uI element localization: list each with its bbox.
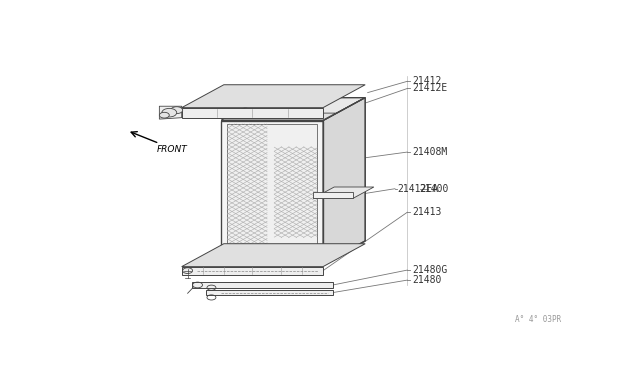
Text: 21412E: 21412E (412, 83, 447, 93)
Circle shape (159, 112, 169, 118)
Polygon shape (159, 106, 182, 119)
Polygon shape (227, 124, 317, 260)
Text: 21412EA: 21412EA (397, 184, 438, 194)
Text: A° 4° 03PR: A° 4° 03PR (515, 315, 561, 324)
Circle shape (171, 107, 182, 113)
Text: 21413: 21413 (412, 207, 442, 217)
Polygon shape (221, 97, 365, 121)
Circle shape (162, 108, 177, 117)
Polygon shape (191, 282, 333, 288)
Text: 21480G: 21480G (412, 265, 447, 275)
Text: FRONT: FRONT (157, 145, 188, 154)
Polygon shape (182, 244, 365, 267)
Polygon shape (313, 187, 374, 198)
Polygon shape (323, 97, 365, 264)
Polygon shape (182, 267, 323, 275)
Polygon shape (221, 113, 336, 120)
Polygon shape (313, 192, 353, 198)
Text: 21408M: 21408M (412, 147, 447, 157)
Polygon shape (221, 121, 323, 264)
Text: 21480: 21480 (412, 275, 442, 285)
Text: 21412: 21412 (412, 76, 442, 86)
Polygon shape (182, 85, 365, 108)
Polygon shape (207, 291, 333, 295)
Text: 21400: 21400 (420, 184, 449, 194)
Polygon shape (182, 108, 323, 118)
